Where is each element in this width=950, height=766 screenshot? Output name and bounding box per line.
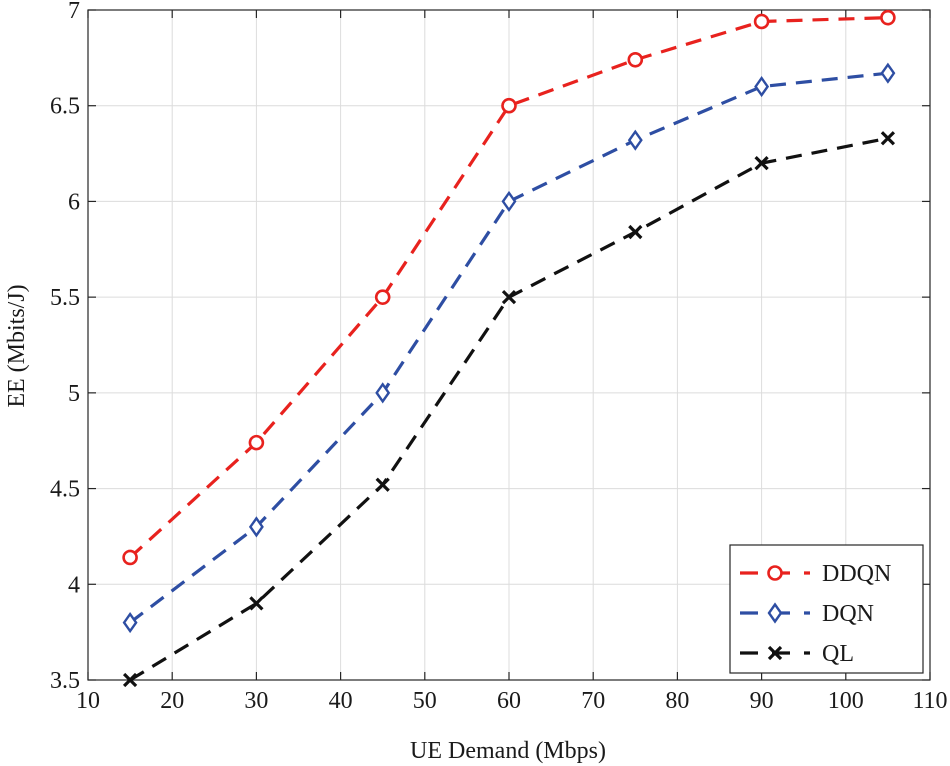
y-tick-label: 6 <box>68 189 80 215</box>
data-point-dqn <box>880 62 896 84</box>
x-tick-label: 70 <box>581 688 605 714</box>
x-tick-label: 100 <box>828 688 864 714</box>
x-tick-labels: 10 20 30 40 50 60 70 80 90 100 110 <box>76 688 948 714</box>
x-tick-label: 110 <box>912 688 947 714</box>
legend-marker-dqn <box>767 602 783 624</box>
y-tick-label: 7 <box>68 0 80 24</box>
x-tick-label: 30 <box>244 688 268 714</box>
data-point-ql <box>501 290 517 305</box>
y-axis-title: EE (Mbits/J) <box>4 284 30 407</box>
legend-label-ql: QL <box>822 641 854 667</box>
legend: DDQN DQN QL <box>729 544 924 674</box>
legend-marker-ddqn <box>767 565 783 581</box>
data-point-ql <box>122 672 138 688</box>
data-point-dqn <box>122 611 138 634</box>
data-point-ql <box>375 477 390 492</box>
x-tick-label: 20 <box>160 688 184 714</box>
series-layer <box>122 9 896 688</box>
data-point-ddqn <box>627 51 644 68</box>
data-point-dqn <box>501 190 517 213</box>
y-tick-label: 4 <box>68 572 80 598</box>
data-point-dqn <box>754 75 770 98</box>
y-tick-label: 3.5 <box>50 668 80 694</box>
data-point-dqn <box>375 382 391 404</box>
data-point-ql <box>754 156 769 171</box>
legend-marker-ql <box>767 645 783 661</box>
axis-box <box>87 9 931 681</box>
data-point-ddqn <box>122 549 138 566</box>
data-point-ddqn <box>501 97 517 114</box>
x-tick-label: 40 <box>329 688 353 714</box>
data-point-dqn <box>248 516 264 538</box>
data-point-ql <box>880 131 896 146</box>
series-ddqn <box>122 9 896 566</box>
data-point-ddqn <box>248 434 265 451</box>
series-dqn <box>122 62 896 634</box>
x-tick-label: 60 <box>497 688 521 714</box>
x-tick-label: 10 <box>76 688 100 714</box>
data-point-dqn <box>627 129 643 151</box>
data-point-ql <box>249 596 264 611</box>
x-tick-label: 80 <box>665 688 689 714</box>
x-tick-label: 50 <box>413 688 437 714</box>
legend-label-ddqn: DDQN <box>822 561 891 587</box>
data-point-ddqn <box>880 9 896 26</box>
data-point-ddqn <box>753 13 770 30</box>
series-ql <box>122 131 896 688</box>
y-tick-label: 6.5 <box>50 94 80 120</box>
x-axis-title: UE Demand (Mbps) <box>410 738 606 764</box>
y-tick-label: 5 <box>68 381 80 407</box>
legend-label-dqn: DQN <box>822 601 874 627</box>
data-point-ql <box>628 224 643 240</box>
y-tick-label: 4.5 <box>50 477 80 503</box>
y-tick-label: 5.5 <box>50 285 80 311</box>
y-tick-labels: 3.5 4 4.5 5 5.5 6 6.5 7 <box>50 0 80 694</box>
data-point-ddqn <box>374 289 391 305</box>
x-tick-label: 90 <box>750 688 774 714</box>
grid <box>87 9 931 681</box>
legend-box <box>729 544 924 674</box>
